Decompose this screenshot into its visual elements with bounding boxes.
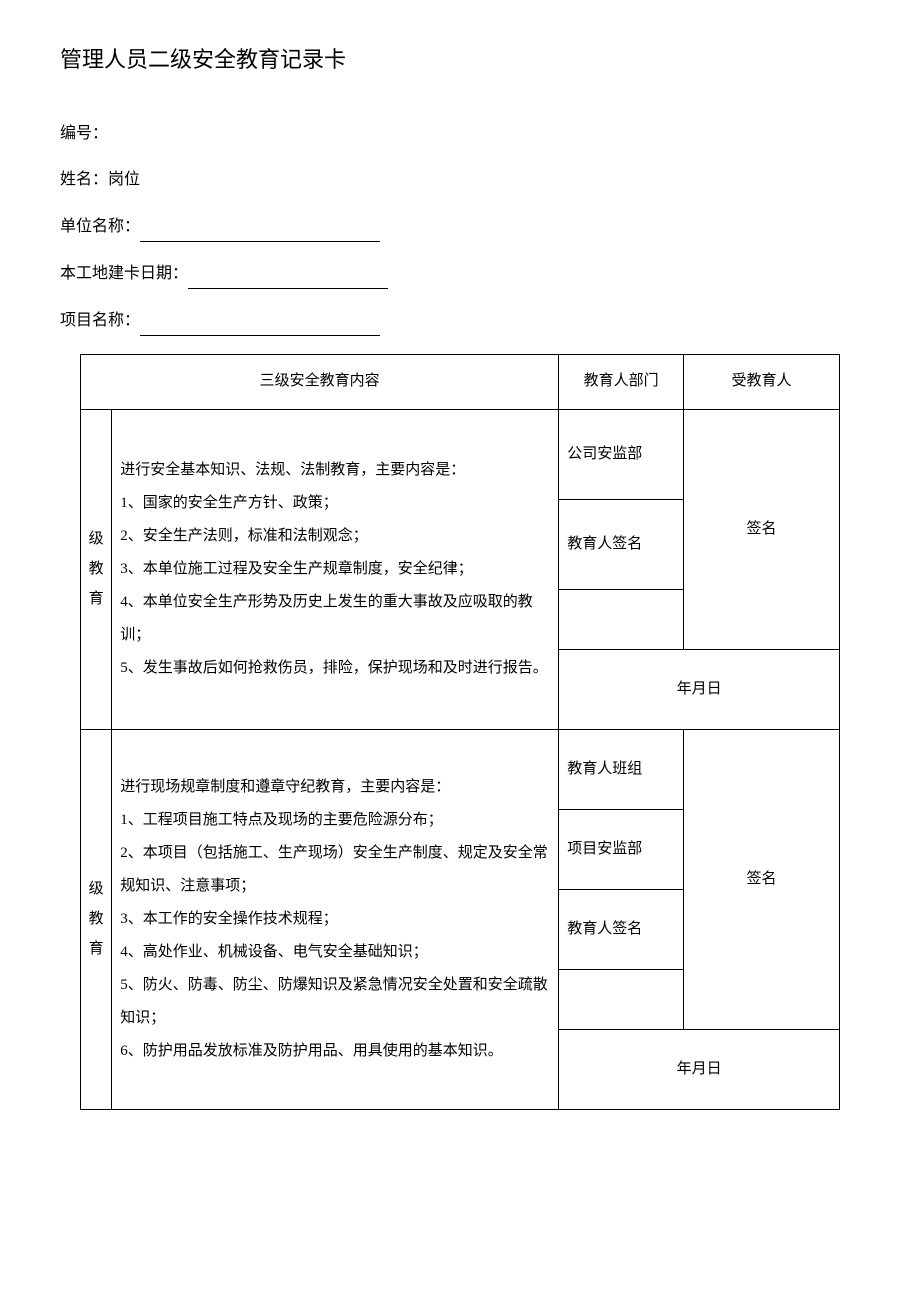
section2-content: 进行现场规章制度和遵章守纪教育，主要内容是： 1、工程项目施工特点及现场的主要危…	[112, 729, 559, 1109]
section1-intro: 进行安全基本知识、法规、法制教育，主要内容是：	[120, 454, 550, 487]
header-educator-dept: 教育人部门	[559, 354, 684, 409]
section2-item4: 4、高处作业、机械设备、电气安全基础知识；	[120, 936, 550, 969]
section1-item1: 1、国家的安全生产方针、政策；	[120, 487, 550, 520]
section2-item6: 6、防护用品发放标准及防护用品、用具使用的基本知识。	[120, 1035, 550, 1068]
header-trainee: 受教育人	[684, 354, 840, 409]
section2-dept1: 教育人班组	[559, 729, 684, 809]
section1-date: 年月日	[559, 649, 840, 729]
section2-dept2: 项目安监部	[559, 809, 684, 889]
section1-content: 进行安全基本知识、法规、法制教育，主要内容是： 1、国家的安全生产方针、政策； …	[112, 409, 559, 729]
card-date-blank	[188, 270, 388, 289]
table-header-row: 三级安全教育内容 教育人部门 受教育人	[81, 354, 840, 409]
section2-dept3: 教育人签名	[559, 889, 684, 969]
page-title: 管理人员二级安全教育记录卡	[60, 40, 860, 80]
section2-level-label: 级教育	[81, 729, 112, 1109]
section2-item5: 5、防火、防毒、防尘、防爆知识及紧急情况安全处置和安全疏散知识；	[120, 969, 550, 1035]
section1-row1: 级教育 进行安全基本知识、法规、法制教育，主要内容是： 1、国家的安全生产方针、…	[81, 409, 840, 499]
project-blank	[140, 316, 380, 335]
section2-sign: 签名	[684, 729, 840, 1029]
section1-item4: 4、本单位安全生产形势及历史上发生的重大事故及应吸取的教训；	[120, 586, 550, 652]
card-date-label: 本工地建卡日期：	[60, 265, 188, 282]
section1-dept2: 教育人签名	[559, 499, 684, 589]
number-field: 编号：	[60, 120, 860, 149]
project-field: 项目名称：	[60, 307, 860, 336]
section2-date: 年月日	[559, 1029, 840, 1109]
section1-level-label: 级教育	[81, 409, 112, 729]
section1-item2: 2、安全生产法则，标准和法制观念；	[120, 520, 550, 553]
section2-intro: 进行现场规章制度和遵章守纪教育，主要内容是：	[120, 771, 550, 804]
section2-item2: 2、本项目（包括施工、生产现场）安全生产制度、规定及安全常规知识、注意事项；	[120, 837, 550, 903]
section2-dept4-empty	[559, 969, 684, 1029]
section2-row1: 级教育 进行现场规章制度和遵章守纪教育，主要内容是： 1、工程项目施工特点及现场…	[81, 729, 840, 809]
company-blank	[140, 223, 380, 242]
section1-sign: 签名	[684, 409, 840, 649]
header-content: 三级安全教育内容	[81, 354, 559, 409]
education-table: 三级安全教育内容 教育人部门 受教育人 级教育 进行安全基本知识、法规、法制教育…	[80, 354, 840, 1110]
section1-item3: 3、本单位施工过程及安全生产规章制度，安全纪律；	[120, 553, 550, 586]
company-field: 单位名称：	[60, 213, 860, 242]
section2-item3: 3、本工作的安全操作技术规程；	[120, 903, 550, 936]
name-field: 姓名：岗位	[60, 166, 860, 195]
card-date-field: 本工地建卡日期：	[60, 260, 860, 289]
section2-item1: 1、工程项目施工特点及现场的主要危险源分布；	[120, 804, 550, 837]
section1-dept1: 公司安监部	[559, 409, 684, 499]
section1-dept3-empty	[559, 589, 684, 649]
project-label: 项目名称：	[60, 312, 140, 329]
company-label: 单位名称：	[60, 218, 140, 235]
section1-item5: 5、发生事故后如何抢救伤员，排险，保护现场和及时进行报告。	[120, 652, 550, 685]
